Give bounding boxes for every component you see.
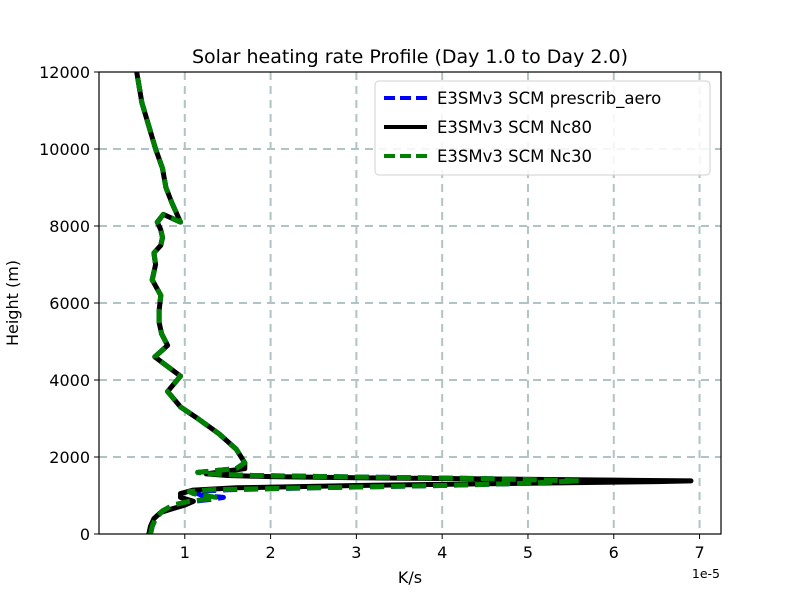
x-tick-label: 2 — [265, 543, 275, 562]
x-axis-label: K/s — [398, 568, 422, 587]
y-tick-label: 8000 — [49, 217, 90, 236]
x-tick-label: 3 — [351, 543, 361, 562]
legend-label-nc80: E3SMv3 SCM Nc80 — [437, 118, 592, 137]
legend-box — [374, 80, 711, 176]
y-tick-label: 4000 — [49, 371, 90, 390]
y-tick-label: 6000 — [49, 294, 90, 313]
x-tick-label: 6 — [609, 543, 619, 562]
y-tick-label: 2000 — [49, 448, 90, 467]
series-line-nc30 — [134, 71, 582, 535]
x-axis-offset-label: 1e-5 — [692, 566, 720, 581]
x-tick-label: 7 — [694, 543, 704, 562]
y-tick-label: 0 — [80, 525, 90, 544]
grid — [99, 72, 721, 534]
series-layer — [134, 71, 694, 535]
x-tick-label: 1 — [180, 543, 190, 562]
y-tick-label: 12000 — [39, 63, 90, 82]
legend-label-prescrib-aero: E3SMv3 SCM prescrib_aero — [437, 89, 661, 109]
y-tick-label: 10000 — [39, 140, 90, 159]
legend: E3SMv3 SCM prescrib_aero E3SMv3 SCM Nc80… — [374, 80, 711, 176]
x-tick-label: 5 — [523, 543, 533, 562]
chart-title: Solar heating rate Profile (Day 1.0 to D… — [192, 46, 628, 68]
legend-label-nc30: E3SMv3 SCM Nc30 — [437, 147, 592, 166]
y-axis-label: Height (m) — [3, 260, 22, 346]
ticks: 1 2 3 4 5 6 7 0 2000 4000 6000 8000 10000 12000 — [39, 63, 705, 562]
x-tick-label: 4 — [437, 543, 447, 562]
